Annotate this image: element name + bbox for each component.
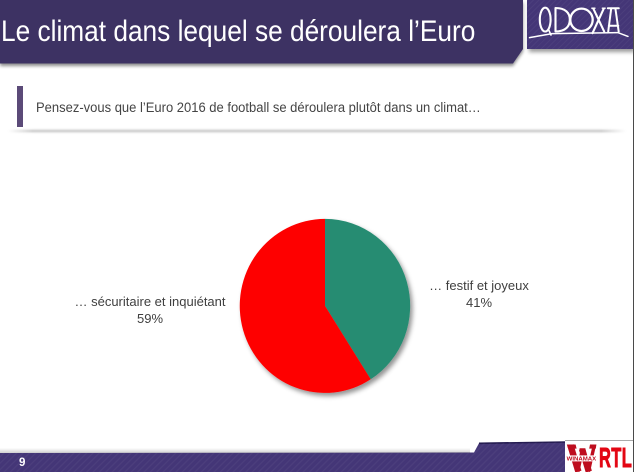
svg-text:WINAMAX: WINAMAX [567, 456, 597, 462]
